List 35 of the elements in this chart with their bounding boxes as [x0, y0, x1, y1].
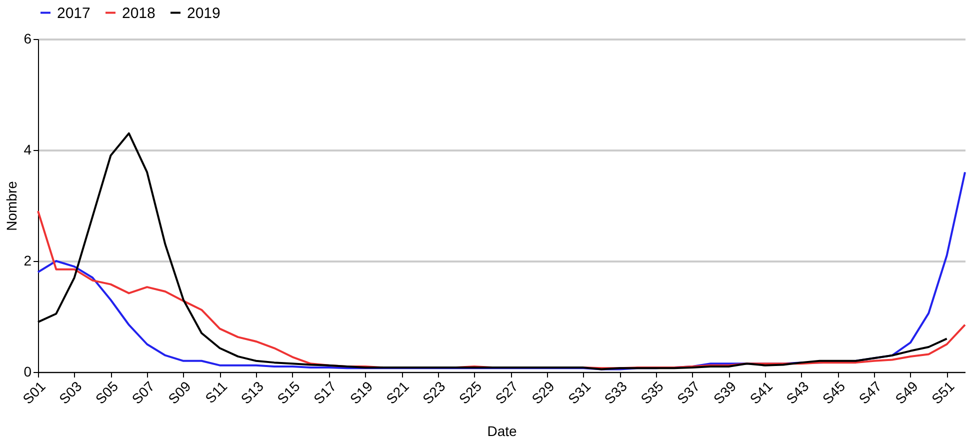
x-tick-label: S31 [564, 378, 594, 408]
x-tick-label: S07 [128, 378, 158, 408]
y-axis-title: Nombre [4, 180, 20, 231]
y-tick-label: 2 [24, 252, 32, 268]
x-tick-label: S11 [202, 378, 230, 406]
x-tick-label: S43 [782, 378, 812, 408]
x-tick-label: S39 [710, 378, 740, 408]
x-tick-label: S05 [92, 378, 122, 408]
y-tick-label: 6 [24, 30, 32, 46]
x-tick-label: S09 [164, 378, 194, 408]
x-tick-label: S41 [746, 378, 776, 408]
x-tick-label: S37 [674, 378, 703, 408]
x-tick-label: S33 [601, 378, 630, 408]
y-tick-label: 0 [24, 364, 32, 380]
legend-label: 2019 [187, 4, 220, 22]
x-tick-label: S17 [310, 378, 340, 408]
x-tick-label: S45 [819, 378, 848, 408]
x-tick-label: S23 [419, 378, 448, 408]
x-tick-label: S29 [528, 378, 558, 408]
x-tick-label: S21 [382, 378, 412, 408]
legend-label: 2017 [57, 4, 90, 22]
x-tick-label: S35 [637, 378, 667, 408]
x-tick-label: S27 [492, 378, 522, 408]
x-tick-label: S01 [19, 378, 49, 408]
x-tick-label: S13 [238, 378, 267, 408]
x-tick-label: S51 [928, 378, 958, 408]
legend-label: 2018 [122, 4, 156, 22]
x-tick-label: S47 [856, 378, 885, 408]
x-tick-label: S19 [346, 378, 376, 408]
x-tick-label: S25 [456, 378, 485, 408]
x-tick-label: S03 [56, 378, 85, 408]
x-axis-title: Date [487, 423, 517, 440]
x-tick-label: S49 [892, 378, 922, 408]
x-tick-label: S15 [274, 378, 304, 408]
y-tick-label: 4 [24, 142, 32, 158]
